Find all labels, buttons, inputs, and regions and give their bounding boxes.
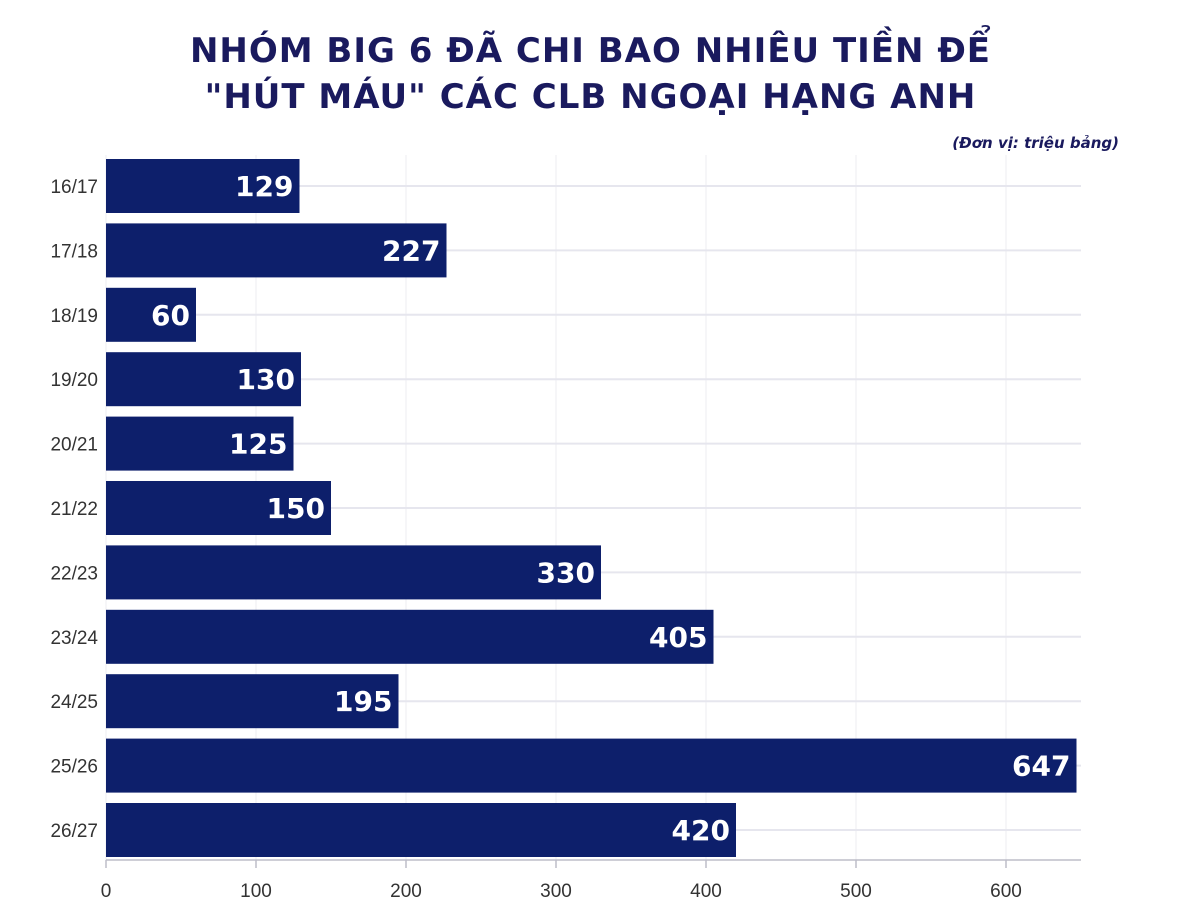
x-tick-label: 100 [240,881,272,902]
y-tick-label: 23/24 [50,628,98,649]
x-tick-label: 400 [690,881,722,902]
x-tick-label: 200 [390,881,422,902]
bar-value-label: 125 [229,428,287,461]
y-tick-label: 24/25 [50,692,98,713]
bar [106,416,294,471]
bar [106,352,301,407]
y-tick-label: 21/22 [50,499,98,520]
bar [106,738,1077,793]
y-tick-label: 17/18 [50,241,98,262]
bar-value-label: 405 [649,621,707,654]
bar-value-label: 647 [1012,750,1070,783]
bar-value-label: 420 [672,814,730,847]
x-tick-label: 600 [990,881,1022,902]
x-tick-label: 500 [840,881,872,902]
bar-value-label: 330 [537,556,595,589]
y-tick-label: 16/17 [50,177,98,198]
bar-value-label: 129 [235,170,293,203]
y-tick-label: 19/20 [50,370,98,391]
bar [106,223,447,278]
y-tick-label: 22/23 [50,563,98,584]
bar [106,287,196,342]
y-tick-label: 18/19 [50,306,98,327]
bar-value-label: 60 [151,299,190,332]
bar-value-label: 150 [267,492,325,525]
bar-value-label: 195 [334,685,392,718]
bar [106,481,331,535]
chart-title-line-1: NHÓM BIG 6 ĐÃ CHI BAO NHIÊU TIỀN ĐỂ [189,31,992,71]
bar [106,159,300,213]
x-tick-label: 300 [540,881,572,902]
bar-value-label: 130 [237,363,295,396]
bar [106,674,399,729]
bar [106,803,736,857]
chart-title: NHÓM BIG 6 ĐÃ CHI BAO NHIÊU TIỀN ĐỂ "HÚT… [0,28,1181,120]
y-tick-label: 25/26 [50,757,98,778]
bar [106,609,714,664]
chart-title-line-2: "HÚT MÁU" CÁC CLB NGOẠI HẠNG ANH [204,77,977,117]
y-tick-label: 26/27 [50,821,98,842]
bar-value-label: 227 [382,234,440,267]
unit-label: (Đơn vị: triệu bảng) [952,134,1119,152]
x-tick-label: 0 [101,881,112,902]
y-tick-label: 20/21 [50,435,98,456]
bar [106,545,601,600]
